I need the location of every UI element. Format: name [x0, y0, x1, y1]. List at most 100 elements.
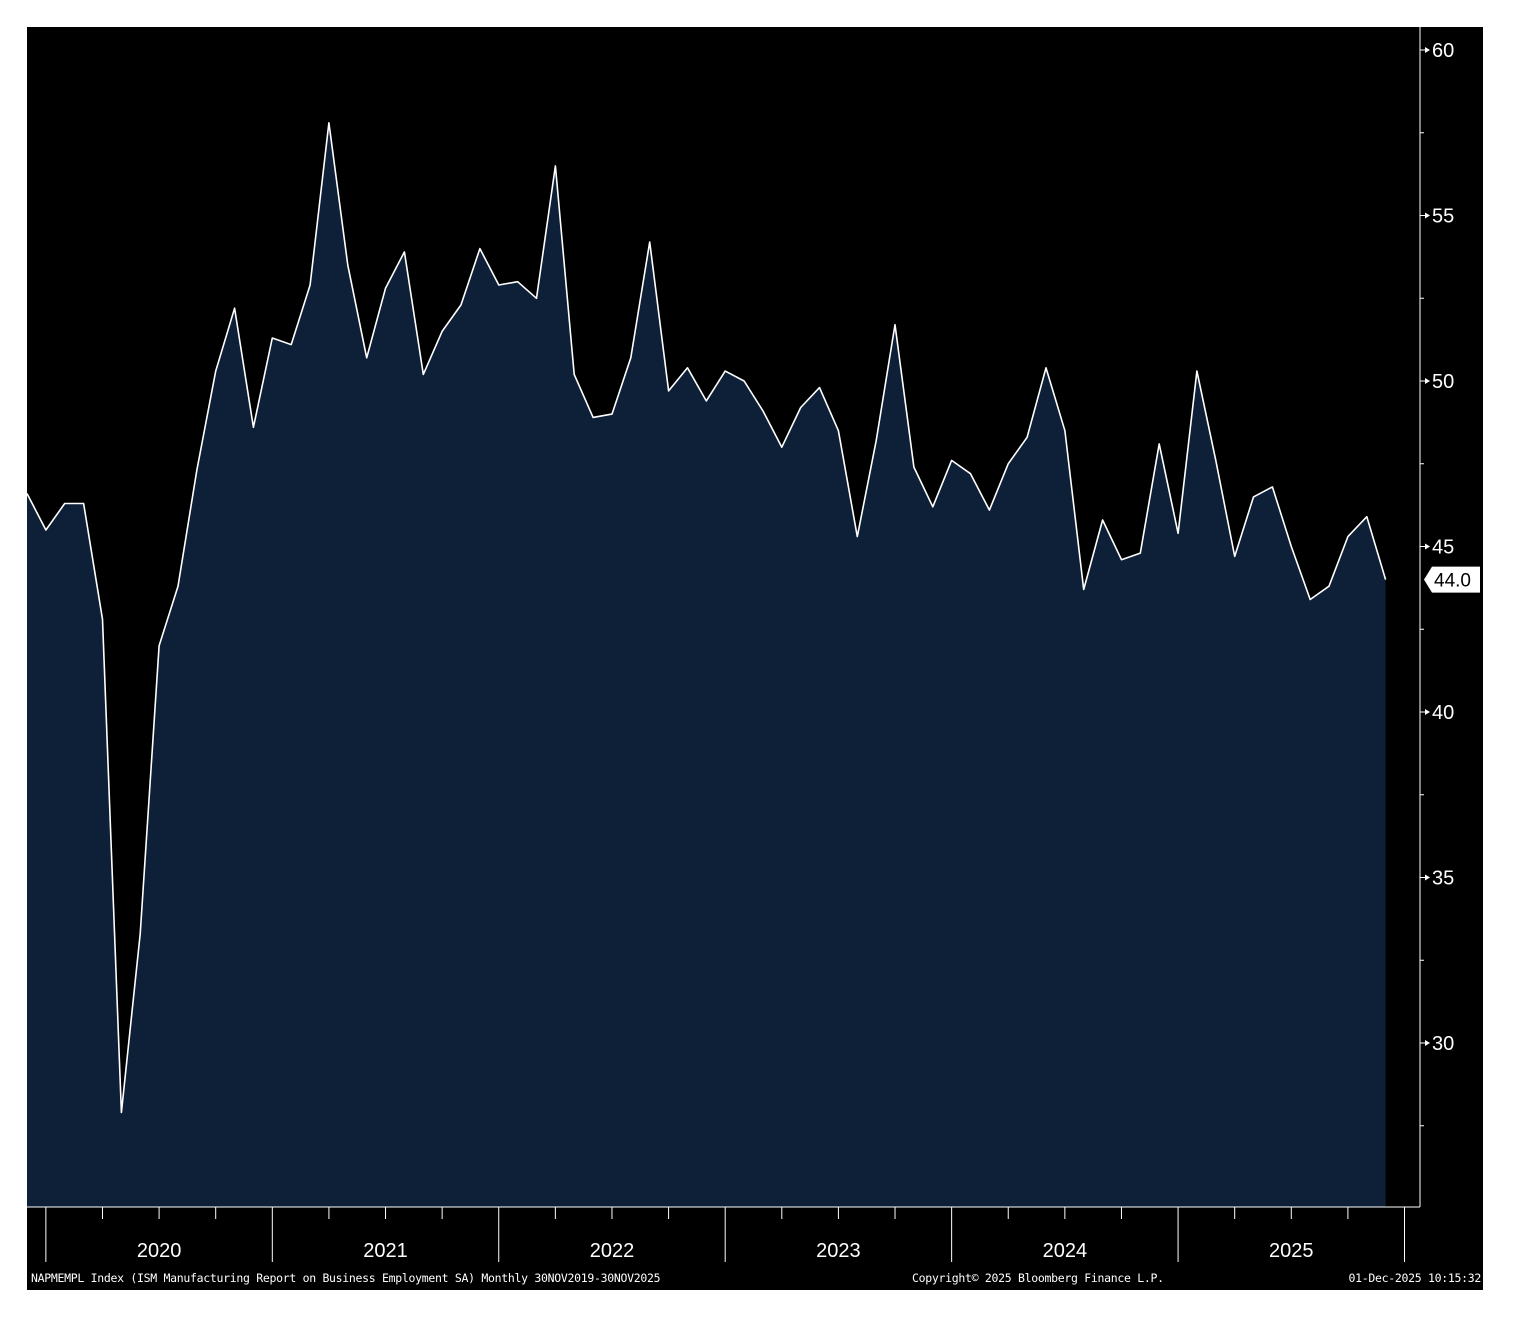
y-tick-arrow	[1425, 543, 1430, 550]
data-point	[876, 440, 877, 441]
data-point	[1310, 599, 1311, 600]
data-point	[970, 473, 971, 474]
y-tick-arrow	[1425, 1040, 1430, 1046]
data-point	[744, 380, 745, 381]
data-point	[64, 503, 65, 504]
data-point	[611, 414, 612, 415]
chart-panel: 60 55 50 45 40 35 30 2020 2021 2022 2023 2024 2025 …	[27, 27, 1483, 1290]
x-year-label: 2025	[1269, 1240, 1314, 1262]
x-year-label: 2024	[1043, 1240, 1088, 1262]
data-point	[215, 371, 216, 372]
data-point	[800, 407, 801, 408]
chart-description: NAPMEMPL Index (ISM Manufacturing Report…	[31, 1271, 661, 1285]
x-year-label: 2021	[363, 1240, 408, 1262]
data-point	[328, 122, 329, 123]
data-point	[1196, 371, 1197, 372]
last-value-flag	[1424, 566, 1480, 593]
data-point	[121, 1112, 122, 1113]
y-tick-arrow	[1425, 212, 1430, 219]
data-point	[1272, 486, 1273, 487]
data-point	[894, 324, 895, 325]
data-point	[1215, 460, 1216, 461]
data-point	[593, 417, 594, 418]
data-point	[1027, 437, 1028, 438]
timestamp: 01-Dec-2025 10:15:32	[1348, 1271, 1482, 1285]
y-tick-arrow	[1425, 874, 1430, 881]
data-point	[177, 586, 178, 587]
data-point	[498, 284, 499, 285]
data-point	[1102, 519, 1103, 520]
data-point	[1121, 559, 1122, 560]
data-point	[555, 165, 556, 166]
x-year-label: 2020	[137, 1240, 182, 1262]
data-point	[347, 265, 348, 266]
data-point	[45, 529, 46, 530]
data-point	[1045, 367, 1046, 368]
data-point	[932, 506, 933, 507]
data-point	[83, 503, 84, 504]
y-tick-arrow	[1425, 47, 1430, 53]
data-point	[291, 344, 292, 345]
data-point	[989, 510, 990, 511]
copyright-notice: Copyright© 2025 Bloomberg Finance L.P.	[912, 1271, 1164, 1285]
data-point	[1234, 556, 1235, 557]
data-point	[913, 467, 914, 468]
last-value-label: 44.0	[1434, 571, 1471, 592]
data-point	[630, 357, 631, 358]
data-point	[366, 357, 367, 358]
data-point	[1328, 586, 1329, 587]
y-tick-label: 60	[1432, 40, 1454, 62]
data-point	[951, 460, 952, 461]
series-line	[27, 122, 1387, 1114]
data-point	[1253, 496, 1254, 497]
data-point	[460, 304, 461, 305]
data-point	[1178, 533, 1179, 534]
y-tick-label: 50	[1432, 371, 1454, 393]
data-point	[781, 447, 782, 448]
data-point	[1366, 516, 1367, 517]
y-tick-label: 40	[1432, 702, 1454, 724]
data-point	[819, 387, 820, 388]
data-point	[253, 427, 254, 428]
data-point	[385, 288, 386, 289]
data-point	[536, 298, 537, 299]
y-tick-arrow	[1425, 709, 1430, 715]
data-point	[838, 430, 839, 431]
y-tick-label: 55	[1432, 206, 1454, 228]
data-point	[1159, 443, 1160, 444]
data-point	[687, 367, 688, 368]
data-point	[649, 241, 650, 242]
data-point	[668, 390, 669, 391]
data-point	[423, 374, 424, 375]
data-point	[479, 248, 480, 249]
data-point	[857, 536, 858, 537]
data-point	[140, 933, 141, 934]
series-area-fill	[27, 122, 1386, 1207]
data-point	[1347, 536, 1348, 537]
y-tick-label: 45	[1432, 537, 1454, 559]
data-point	[574, 374, 575, 375]
data-point	[762, 410, 763, 411]
data-point	[1291, 546, 1292, 547]
y-tick-label: 35	[1432, 868, 1454, 890]
data-point	[404, 251, 405, 252]
data-point	[725, 371, 726, 372]
data-point	[310, 284, 311, 285]
data-point	[196, 470, 197, 471]
data-point	[1140, 553, 1141, 554]
data-point	[706, 400, 707, 401]
data-point	[442, 331, 443, 332]
x-year-label: 2023	[816, 1240, 861, 1262]
y-tick-arrow	[1425, 378, 1430, 384]
data-point	[1083, 589, 1084, 590]
x-year-label: 2022	[590, 1240, 635, 1262]
data-point	[234, 308, 235, 309]
data-point	[102, 619, 103, 620]
data-point	[159, 645, 160, 646]
data-point	[1008, 463, 1009, 464]
data-point	[517, 281, 518, 282]
data-point	[272, 337, 273, 338]
data-point	[1064, 430, 1065, 431]
y-tick-label: 30	[1432, 1033, 1454, 1055]
